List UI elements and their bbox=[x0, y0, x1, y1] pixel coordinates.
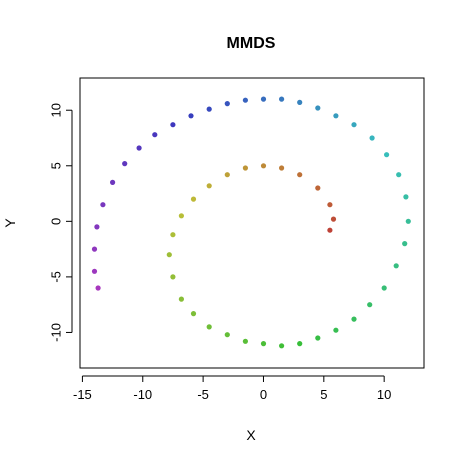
data-point bbox=[279, 165, 285, 171]
data-point bbox=[327, 227, 333, 233]
y-tick-label: -10 bbox=[49, 323, 64, 342]
plot-frame bbox=[79, 77, 425, 369]
data-point bbox=[315, 335, 321, 341]
data-point bbox=[224, 332, 230, 338]
data-point bbox=[224, 172, 230, 178]
data-point bbox=[297, 341, 303, 347]
y-axis: -10 -5 0 5 10 bbox=[49, 103, 73, 342]
data-point bbox=[315, 185, 321, 191]
data-point bbox=[351, 122, 357, 128]
data-point bbox=[403, 194, 409, 200]
data-point bbox=[396, 172, 402, 178]
data-point bbox=[369, 135, 375, 141]
data-point bbox=[384, 152, 390, 158]
data-point bbox=[242, 338, 248, 344]
data-point bbox=[297, 99, 303, 105]
data-point bbox=[91, 268, 98, 274]
data-point bbox=[178, 213, 184, 219]
data-point bbox=[279, 343, 285, 349]
data-point bbox=[327, 202, 333, 208]
data-point bbox=[95, 285, 101, 291]
y-tick-label: 0 bbox=[49, 218, 64, 225]
data-point bbox=[152, 132, 158, 138]
data-point bbox=[188, 113, 194, 119]
data-point bbox=[315, 105, 321, 111]
chart-title: MMDS bbox=[227, 35, 276, 52]
data-point bbox=[178, 296, 184, 302]
data-point bbox=[297, 172, 303, 178]
data-point bbox=[170, 122, 176, 128]
data-point bbox=[166, 252, 172, 258]
data-point bbox=[393, 263, 399, 269]
data-point bbox=[351, 316, 357, 322]
data-point bbox=[206, 183, 212, 189]
y-tick-label: -5 bbox=[49, 271, 64, 283]
data-point bbox=[381, 285, 387, 291]
data-point bbox=[242, 97, 248, 103]
data-point bbox=[333, 327, 339, 333]
data-point bbox=[367, 302, 373, 308]
y-tick-label: 10 bbox=[49, 103, 64, 117]
data-point bbox=[100, 202, 106, 208]
data-point bbox=[279, 96, 285, 102]
data-point bbox=[206, 324, 212, 330]
data-point bbox=[224, 101, 230, 107]
x-tick-label: 0 bbox=[260, 387, 267, 402]
data-point bbox=[122, 161, 128, 167]
x-tick-label: -10 bbox=[133, 387, 152, 402]
data-points bbox=[91, 96, 411, 349]
x-tick-label: 5 bbox=[320, 387, 327, 402]
data-point bbox=[94, 224, 100, 230]
x-axis: -15 -10 -5 0 5 10 bbox=[73, 375, 391, 402]
data-point bbox=[405, 218, 411, 224]
data-point bbox=[260, 341, 267, 347]
x-tick-label: 10 bbox=[377, 387, 391, 402]
y-tick-label: 5 bbox=[49, 162, 64, 169]
data-point bbox=[170, 274, 176, 280]
data-point bbox=[402, 241, 408, 247]
data-point bbox=[260, 163, 267, 169]
data-point bbox=[91, 246, 98, 252]
data-point bbox=[333, 113, 339, 119]
data-point bbox=[190, 311, 197, 317]
x-axis-label: X bbox=[246, 427, 256, 443]
data-point bbox=[136, 145, 142, 151]
data-point bbox=[242, 165, 248, 171]
data-point bbox=[260, 96, 267, 102]
data-point bbox=[170, 232, 176, 238]
data-point bbox=[330, 216, 337, 222]
y-axis-label: Y bbox=[2, 218, 18, 228]
data-point bbox=[110, 179, 116, 185]
x-tick-label: -5 bbox=[197, 387, 209, 402]
data-point bbox=[206, 106, 212, 112]
x-tick-label: -15 bbox=[73, 387, 92, 402]
data-point bbox=[190, 196, 197, 202]
